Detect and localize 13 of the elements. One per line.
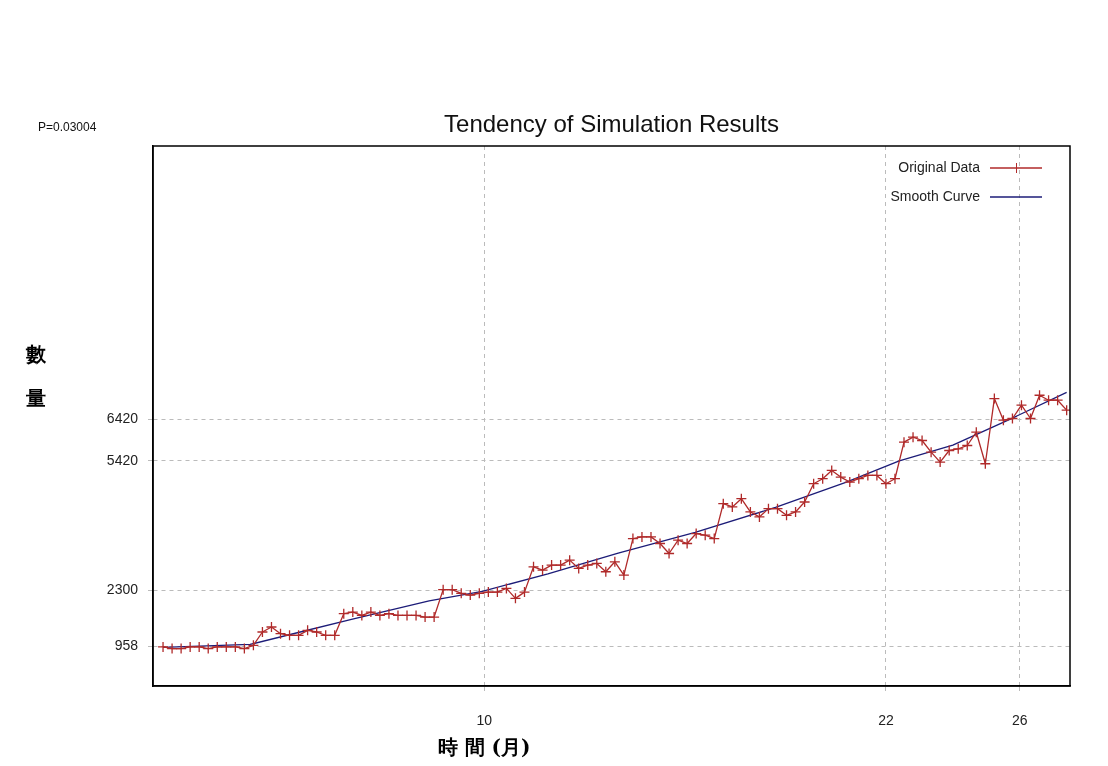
x-tick-label: 26 bbox=[1012, 712, 1028, 729]
y-tick-label: 2300 bbox=[106, 581, 139, 598]
text: P=0.03004 bbox=[38, 120, 97, 134]
x-tick-label: 22 bbox=[878, 712, 894, 729]
chart-title: Tendency of Simulation Results bbox=[443, 110, 780, 138]
y-tick-label: 6420 bbox=[106, 410, 139, 427]
legend-label: Original Data bbox=[898, 158, 981, 175]
legend-label: Smooth Curve bbox=[890, 187, 981, 204]
y-tick-label: 5420 bbox=[106, 451, 139, 468]
y-tick-label: 958 bbox=[114, 637, 139, 654]
x-axis-title: 時 間 (月) bbox=[436, 734, 532, 761]
y-axis-title: 數量 bbox=[25, 341, 47, 412]
x-tick-label: 10 bbox=[476, 712, 493, 729]
